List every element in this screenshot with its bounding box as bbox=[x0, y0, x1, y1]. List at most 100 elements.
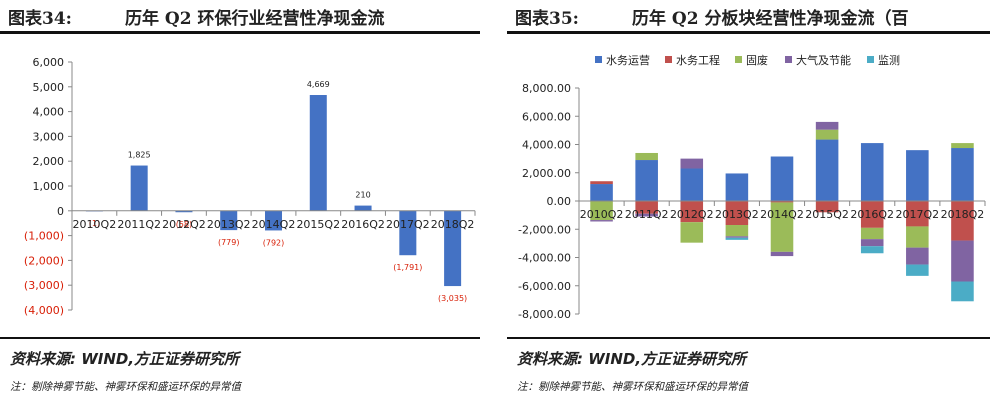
y-tick-label: -2,000.00 bbox=[518, 223, 571, 236]
stacked-bar-segment bbox=[951, 143, 974, 149]
stacked-bar-segment bbox=[725, 201, 749, 226]
legend-label: 固废 bbox=[746, 53, 768, 67]
stacked-bar-segment bbox=[906, 247, 929, 265]
bar bbox=[444, 210, 462, 287]
stacked-bar-segment bbox=[725, 236, 749, 238]
stacked-bar-segment bbox=[635, 213, 658, 217]
stacked-bar-segment bbox=[635, 160, 658, 201]
legend-swatch bbox=[595, 56, 602, 63]
legend-label: 水务运营 bbox=[606, 53, 650, 67]
data-label: (3,035) bbox=[438, 294, 467, 303]
stacked-bar-segment bbox=[906, 150, 929, 201]
x-tick-label: 2018Q2 bbox=[431, 218, 475, 231]
x-tick-label: 2015Q2 bbox=[805, 208, 849, 221]
x-tick-label: 2017Q2 bbox=[386, 218, 430, 231]
y-tick-label: 0.00 bbox=[547, 195, 572, 208]
figure-title-row: 图表35: 历年 Q2 分板块经营性净现金流（百 bbox=[507, 4, 990, 28]
stacked-bar-segment bbox=[590, 220, 613, 222]
x-tick-label: 2011Q2 bbox=[117, 218, 161, 231]
legend-swatch bbox=[867, 56, 874, 63]
data-label: (792) bbox=[263, 238, 285, 247]
x-tick-label: 2010Q2 bbox=[580, 208, 624, 221]
stacked-bar-segment bbox=[860, 239, 884, 247]
stacked-bar-segment bbox=[680, 222, 704, 243]
stacked-bar-segment bbox=[906, 201, 929, 227]
x-tick-label: 2016Q2 bbox=[850, 208, 894, 221]
stacked-bar-segment bbox=[770, 201, 794, 203]
legend-label: 大气及节能 bbox=[796, 53, 851, 67]
stacked-bar-segment bbox=[725, 173, 749, 201]
y-tick-label: 4,000.00 bbox=[522, 139, 571, 152]
legend-swatch bbox=[785, 56, 792, 63]
stacked-bar-segment bbox=[860, 201, 884, 228]
stacked-bar-segment bbox=[680, 168, 704, 201]
stacked-bar-segment bbox=[770, 156, 794, 201]
stacked-bar-segment bbox=[906, 264, 929, 276]
stacked-bar-segment bbox=[770, 202, 794, 252]
stacked-bar-segment bbox=[951, 240, 974, 282]
source-divider bbox=[0, 337, 480, 339]
stacked-bar-segment bbox=[951, 201, 974, 241]
chart-left-svg: 6,000 5,000 4,000 3,000 2,000 1,000 0 (1,000) (2… bbox=[24, 56, 476, 317]
x-tick-label: 2014Q2 bbox=[760, 208, 804, 221]
legend-label: 监测 bbox=[878, 54, 900, 67]
stacked-bar-segment bbox=[680, 201, 704, 223]
legend-label: 水务工程 bbox=[676, 54, 720, 67]
data-label: 210 bbox=[355, 191, 370, 200]
data-label: (1) bbox=[89, 219, 100, 228]
stacked-bar-segment bbox=[590, 184, 613, 201]
y-tick-label: -6,000.00 bbox=[518, 280, 571, 293]
stacked-bar-segment bbox=[725, 237, 749, 240]
y-tick-label: 4,000 bbox=[33, 106, 65, 119]
stacked-bar-segment bbox=[906, 226, 929, 248]
x-tick-label: 2013Q2 bbox=[715, 208, 759, 221]
data-label: (58) bbox=[176, 220, 192, 229]
y-tick-label: (1,000) bbox=[24, 230, 64, 243]
y-tick-label: 2,000.00 bbox=[522, 167, 571, 180]
stacked-bar-segment bbox=[815, 201, 839, 213]
stacked-bar-segment bbox=[815, 139, 839, 201]
x-tick-label: 2013Q2 bbox=[207, 218, 251, 231]
y-tick-label: 3,000 bbox=[33, 130, 65, 143]
stacked-bar-segment bbox=[951, 281, 974, 302]
x-tick-label: 2016Q2 bbox=[341, 218, 385, 231]
figure-label: 图表34: bbox=[8, 9, 72, 28]
y-tick-label: 1,000 bbox=[33, 180, 65, 193]
source-text: 资料来源: WIND,方正证券研究所 bbox=[517, 350, 747, 368]
stacked-bar-segment bbox=[815, 129, 839, 140]
y-tick-label: (2,000) bbox=[24, 254, 64, 267]
stacked-bar-segment bbox=[590, 201, 613, 221]
bar bbox=[354, 205, 372, 211]
y-tick-label: 5,000 bbox=[33, 81, 65, 94]
stacked-bar-segment bbox=[860, 227, 884, 240]
y-tick-label: 6,000.00 bbox=[522, 110, 571, 123]
x-tick-label: 2010Q2 bbox=[73, 218, 117, 231]
legend-swatch bbox=[665, 56, 672, 63]
stacked-bar-segment bbox=[815, 121, 839, 130]
x-tick-label: 2011Q2 bbox=[625, 208, 669, 221]
stacked-bar-segment bbox=[725, 225, 749, 237]
chart-panel-left: 图表34: 历年 Q2 环保行业经营性净现金流 6,000 5,000 4,000 3… bbox=[0, 0, 480, 400]
x-tick-label: 2017Q2 bbox=[896, 208, 940, 221]
stacked-bar-segment bbox=[770, 251, 794, 257]
y-tick-label: (4,000) bbox=[24, 304, 64, 317]
title-divider bbox=[0, 31, 480, 34]
bar bbox=[309, 95, 327, 211]
x-tick-label: 2012Q2 bbox=[670, 208, 714, 221]
figure-title-row: 图表34: 历年 Q2 环保行业经营性净现金流 bbox=[0, 4, 480, 28]
chart-title: 历年 Q2 环保行业经营性净现金流 bbox=[125, 9, 385, 28]
bar bbox=[130, 165, 148, 211]
stacked-bar-segment bbox=[680, 158, 704, 169]
stacked-bar-segment bbox=[635, 201, 658, 214]
stacked-bar-segment bbox=[860, 143, 884, 201]
chart-title: 历年 Q2 分板块经营性净现金流（百 bbox=[632, 9, 909, 28]
data-label: 1,825 bbox=[128, 151, 151, 160]
y-tick-label: 6,000 bbox=[33, 56, 65, 69]
x-tick-label: 2014Q2 bbox=[252, 218, 296, 231]
stacked-bar-segment bbox=[590, 181, 613, 185]
figure-label: 图表35: bbox=[515, 9, 579, 28]
y-tick-label: -4,000.00 bbox=[518, 252, 571, 265]
stacked-bar-segment bbox=[951, 148, 974, 201]
y-tick-label: (3,000) bbox=[24, 279, 64, 292]
chart-panel-right: 图表35: 历年 Q2 分板块经营性净现金流（百 水务运营 水务工程 固废 大气及节能… bbox=[507, 0, 990, 400]
